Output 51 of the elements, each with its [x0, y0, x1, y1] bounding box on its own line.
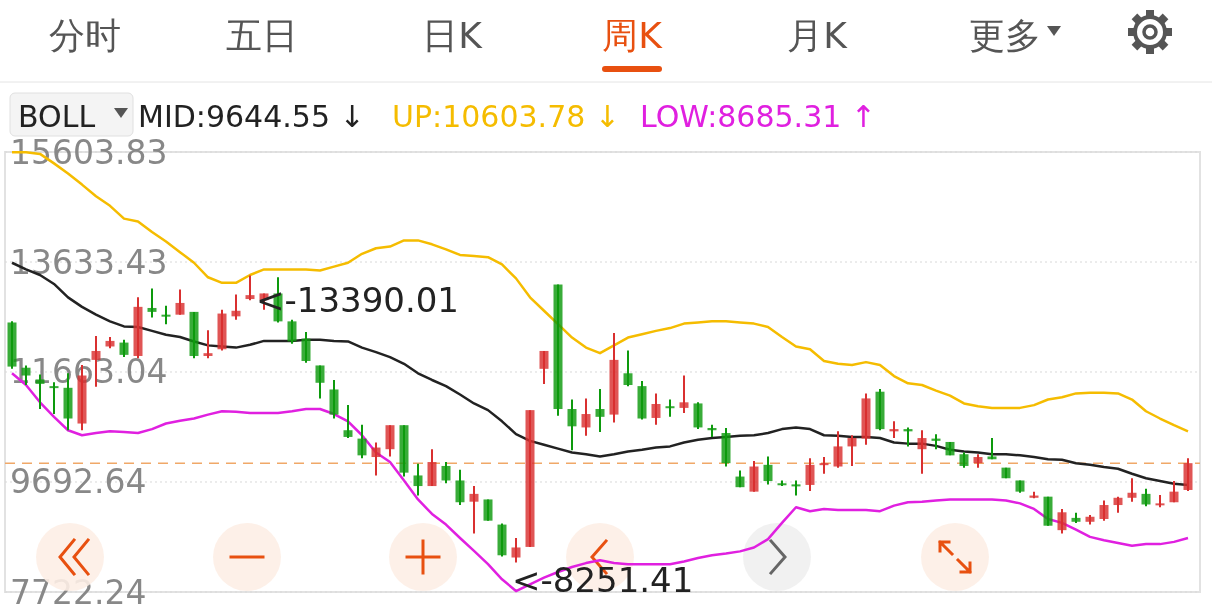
- candlestick: [175, 288, 185, 316]
- text: 周K: [602, 15, 664, 56]
- text: UP:10603.78 ↓: [392, 99, 620, 134]
- candlestick: [903, 426, 913, 448]
- text: 更多: [969, 15, 1041, 56]
- text: 五日: [226, 15, 298, 56]
- candlestick: [357, 423, 367, 460]
- candlestick: [581, 397, 591, 437]
- y-tick-label: 13633.43: [10, 242, 168, 282]
- candlestick: [511, 536, 521, 564]
- text: 日K: [422, 15, 484, 56]
- candlestick: [1127, 477, 1137, 503]
- candlestick: [371, 441, 381, 477]
- candlestick: [917, 429, 927, 475]
- candlestick: [301, 330, 311, 364]
- text: 月K: [787, 15, 849, 56]
- candlestick: [889, 420, 899, 440]
- y-tick-label: 15603.83: [10, 132, 168, 172]
- candlestick: [231, 293, 241, 321]
- candlestick: [469, 485, 479, 535]
- candlestick: [819, 456, 829, 475]
- candlestick: [441, 461, 451, 485]
- candlestick: [651, 392, 661, 426]
- candlestick: [483, 498, 493, 522]
- candlestick: [595, 387, 605, 433]
- candlestick: [763, 455, 773, 486]
- candlestick: [287, 318, 297, 345]
- text: MID:9644.55 ↓: [138, 99, 365, 134]
- candlestick: [847, 434, 857, 467]
- candlestick: [203, 329, 213, 360]
- candlestick: [679, 374, 689, 414]
- legend-title: BOLL: [18, 99, 96, 134]
- candlestick: [161, 304, 171, 326]
- candlestick: [791, 479, 801, 497]
- candlestick: [833, 430, 843, 469]
- candlestick: [245, 274, 255, 302]
- y-tick-label: 9692.64: [10, 462, 147, 502]
- candlestick: [1057, 507, 1067, 535]
- candlestick: [455, 468, 465, 507]
- candlestick: [805, 457, 815, 493]
- candlestick: [539, 349, 549, 385]
- candlestick: [623, 349, 633, 388]
- candlestick: [1099, 499, 1109, 522]
- text: LOW:8685.31 ↑: [640, 99, 877, 134]
- candlestick: [343, 404, 353, 440]
- candlestick: [147, 287, 157, 319]
- text: 分时: [49, 15, 121, 56]
- candlestick: [315, 364, 325, 400]
- candlestick: [413, 462, 423, 497]
- candlestick: [567, 398, 577, 452]
- y-tick-label: 7722.24: [10, 572, 147, 612]
